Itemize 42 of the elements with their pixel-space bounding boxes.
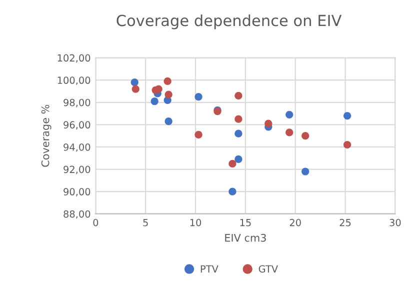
legend-label: PTV (200, 265, 218, 272)
y-tick-label: 88,00 (64, 210, 90, 219)
point (234, 130, 242, 138)
x-tick-label: 15 (240, 219, 251, 226)
point (286, 110, 294, 118)
y-tick-label: 98,00 (64, 98, 90, 108)
legend-label: GTV (258, 265, 278, 273)
point (164, 90, 172, 98)
point (302, 132, 310, 140)
point (234, 155, 242, 164)
y-tick-label: 94,00 (64, 143, 90, 152)
y-tick-label: 90,00 (64, 188, 90, 196)
x-tick-label: 25 (340, 218, 351, 226)
x-tick-label: 30 (390, 218, 401, 226)
x-axis-title: EIV cm3 (225, 234, 266, 242)
point (228, 188, 236, 196)
point (154, 85, 162, 93)
point (194, 130, 202, 139)
x-tick-label: 20 (290, 218, 301, 226)
point (234, 115, 242, 123)
point (234, 92, 242, 100)
point (343, 112, 352, 120)
x-tick-label: 5 (143, 219, 148, 226)
y-tick-label: 92,00 (64, 166, 90, 174)
point (164, 77, 172, 86)
point (302, 168, 310, 176)
y-tick-label: 102,00 (58, 54, 90, 63)
y-tick-label: 100,00 (58, 76, 90, 85)
point (264, 120, 272, 128)
point (164, 118, 172, 126)
chart-title: Coverage dependence on EIV (116, 14, 342, 30)
point (228, 160, 236, 168)
point (130, 78, 138, 86)
x-tick-label: 0 (93, 218, 98, 226)
y-tick-label: 96,00 (64, 121, 90, 130)
y-axis-title: Coverage % (41, 104, 52, 167)
point (132, 85, 140, 93)
point (286, 128, 294, 136)
x-tick-label: 10 (190, 218, 202, 226)
point (150, 97, 158, 106)
point (194, 93, 202, 101)
point (343, 140, 352, 149)
